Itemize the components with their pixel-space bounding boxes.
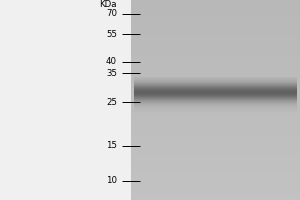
Text: 55: 55 <box>106 30 117 39</box>
Text: 35: 35 <box>106 69 117 78</box>
Text: 10: 10 <box>106 176 117 185</box>
Text: 70: 70 <box>106 9 117 18</box>
Bar <box>130 0 300 200</box>
Text: 15: 15 <box>106 141 117 150</box>
Text: 25: 25 <box>106 98 117 107</box>
Text: 40: 40 <box>106 57 117 66</box>
Text: KDa: KDa <box>100 0 117 9</box>
